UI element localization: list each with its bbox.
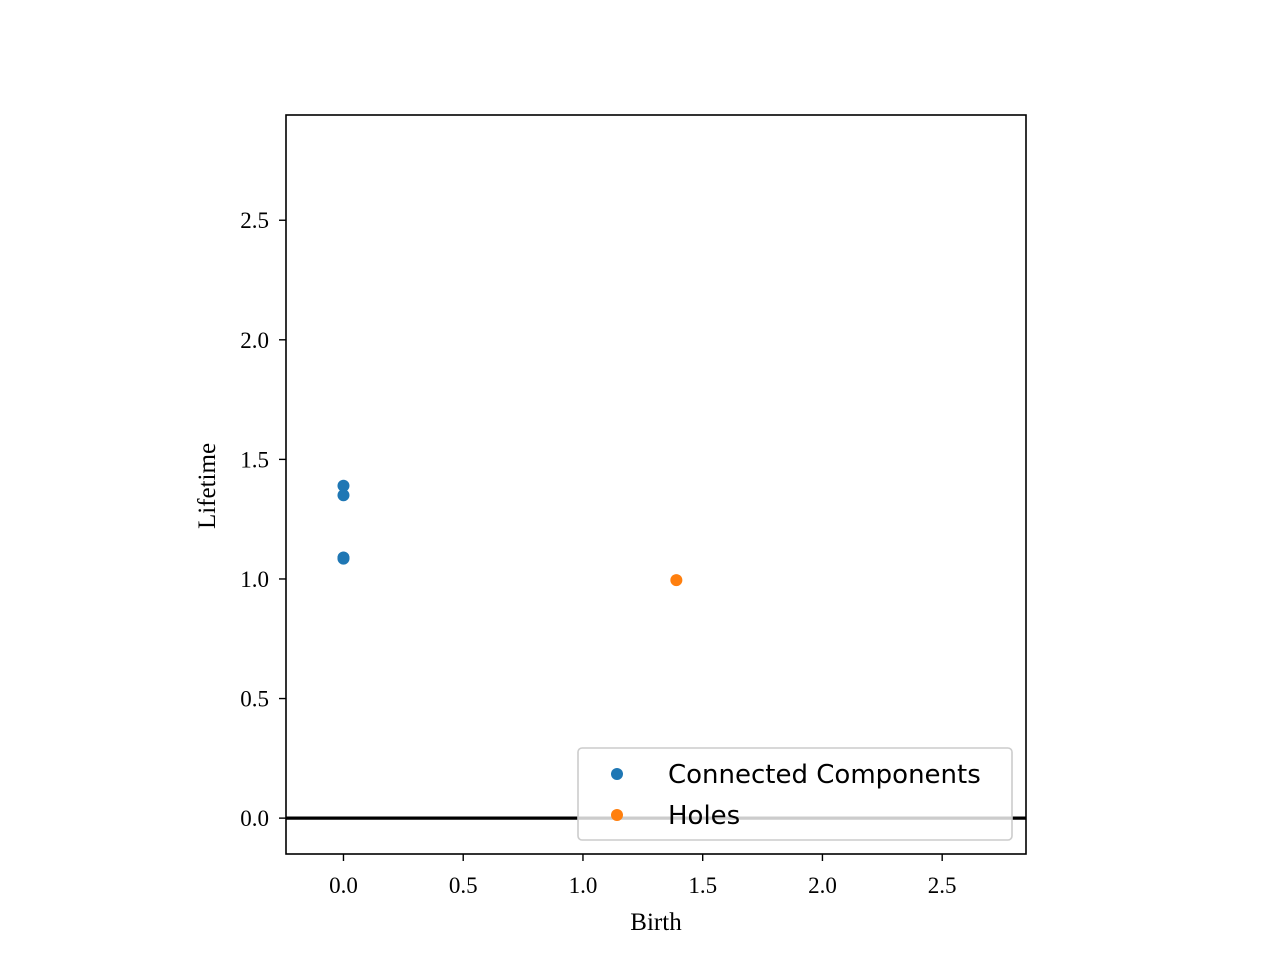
y-tick-label: 1.0 — [240, 567, 269, 592]
data-point — [337, 552, 350, 565]
y-tick-label: 0.5 — [240, 687, 269, 712]
axes-frame — [285, 114, 1027, 855]
y-tick-label: 2.5 — [240, 208, 269, 233]
legend-label: Connected Components — [668, 760, 981, 790]
x-axis-label: Birth — [630, 909, 682, 936]
data-point — [670, 574, 683, 587]
x-tick-label: 1.5 — [688, 873, 717, 898]
legend: Connected Components Holes — [577, 747, 1013, 841]
x-axis-ticks: 0.0 0.5 1.0 1.5 2.0 2.5 — [329, 854, 957, 898]
legend-box — [577, 747, 1013, 841]
x-tick-label: 2.0 — [808, 873, 837, 898]
y-tick-label: 1.5 — [240, 447, 269, 472]
x-tick-label: 0.0 — [329, 873, 358, 898]
data-point — [337, 489, 350, 502]
legend-marker — [611, 809, 623, 821]
y-axis-ticks: 0.0 0.5 1.0 1.5 2.0 2.5 — [240, 208, 286, 831]
data-point — [337, 479, 350, 492]
x-tick-label: 2.5 — [928, 873, 957, 898]
legend-marker — [611, 768, 623, 780]
legend-label: Holes — [668, 801, 740, 831]
y-axis-label: Lifetime — [194, 443, 221, 529]
x-tick-label: 1.0 — [569, 873, 598, 898]
y-tick-label: 0.0 — [240, 806, 269, 831]
data-points — [337, 479, 683, 587]
y-tick-label: 2.0 — [240, 328, 269, 353]
x-tick-label: 0.5 — [449, 873, 478, 898]
